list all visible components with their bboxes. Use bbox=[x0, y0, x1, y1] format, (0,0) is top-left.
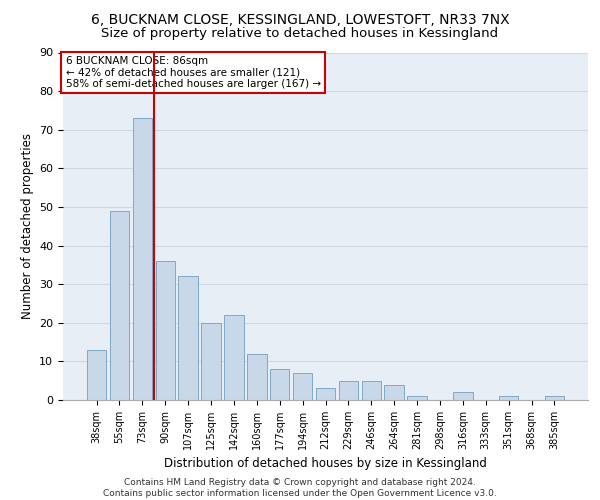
Bar bbox=[110, 211, 129, 400]
Bar bbox=[407, 396, 427, 400]
Bar bbox=[499, 396, 518, 400]
Bar bbox=[385, 384, 404, 400]
Bar bbox=[133, 118, 152, 400]
Bar bbox=[270, 369, 289, 400]
X-axis label: Distribution of detached houses by size in Kessingland: Distribution of detached houses by size … bbox=[164, 458, 487, 470]
Bar bbox=[453, 392, 473, 400]
Y-axis label: Number of detached properties: Number of detached properties bbox=[20, 133, 34, 320]
Bar bbox=[545, 396, 564, 400]
Bar bbox=[247, 354, 266, 400]
Bar bbox=[202, 323, 221, 400]
Text: Contains HM Land Registry data © Crown copyright and database right 2024.
Contai: Contains HM Land Registry data © Crown c… bbox=[103, 478, 497, 498]
Bar bbox=[87, 350, 106, 400]
Bar bbox=[155, 261, 175, 400]
Bar bbox=[316, 388, 335, 400]
Text: 6 BUCKNAM CLOSE: 86sqm
← 42% of detached houses are smaller (121)
58% of semi-de: 6 BUCKNAM CLOSE: 86sqm ← 42% of detached… bbox=[65, 56, 321, 89]
Bar bbox=[224, 315, 244, 400]
Bar bbox=[338, 380, 358, 400]
Bar bbox=[362, 380, 381, 400]
Bar bbox=[178, 276, 198, 400]
Bar bbox=[293, 373, 313, 400]
Text: 6, BUCKNAM CLOSE, KESSINGLAND, LOWESTOFT, NR33 7NX: 6, BUCKNAM CLOSE, KESSINGLAND, LOWESTOFT… bbox=[91, 12, 509, 26]
Text: Size of property relative to detached houses in Kessingland: Size of property relative to detached ho… bbox=[101, 28, 499, 40]
